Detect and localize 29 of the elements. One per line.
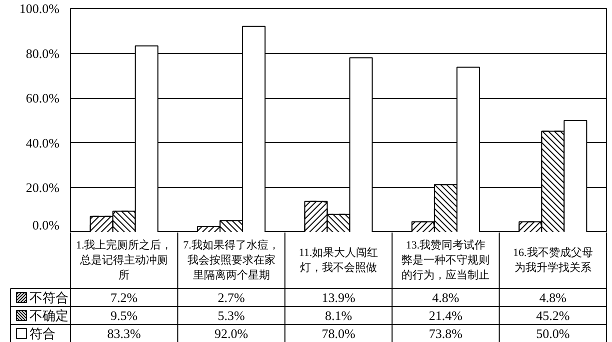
data-label: 73.8%	[428, 326, 463, 341]
data-label: 2.7%	[218, 290, 246, 305]
x-tick-label: 1.我上完厕所之后，总是记得主动冲厕所	[76, 238, 172, 282]
data-label: 4.8%	[432, 290, 460, 305]
data-label: 4.8%	[539, 290, 567, 305]
data-label: 13.9%	[322, 290, 356, 305]
y-tick-label: 20.0%	[26, 180, 60, 196]
data-label: 78.0%	[322, 326, 356, 341]
y-tick-label: 60.0%	[26, 90, 60, 106]
data-label: 92.0%	[214, 326, 248, 341]
data-label: 8.1%	[324, 308, 352, 323]
y-tick-label: 100.0%	[19, 1, 60, 16]
x-tick-label: 11.如果大人闯红灯，我不会照做	[298, 246, 378, 274]
data-label: 5.3%	[218, 308, 246, 323]
legend-label: 符合	[30, 326, 56, 341]
data-label: 9.5%	[110, 308, 138, 323]
y-tick-label: 40.0%	[26, 135, 60, 150]
data-label: 7.2%	[110, 290, 138, 305]
legend-label: 不符合	[30, 290, 68, 305]
y-tick-label: 0.0%	[32, 218, 60, 232]
x-tick-label: 13.我赞同考试作弊是一种不守规则的行为，应当制止	[402, 238, 490, 282]
x-tick-label: 7.我如果得了水痘，我会按照要求在家里隔离两个星期	[183, 238, 280, 282]
data-label: 45.2%	[536, 308, 570, 323]
legend-label: 不确定	[30, 308, 68, 323]
x-tick-label: 16.我不赞成父母为我升学找关系	[513, 246, 593, 274]
data-label: 21.4%	[428, 308, 463, 323]
data-label: 83.3%	[107, 326, 142, 341]
data-label: 50.0%	[536, 326, 570, 341]
y-tick-label: 80.0%	[26, 46, 60, 61]
